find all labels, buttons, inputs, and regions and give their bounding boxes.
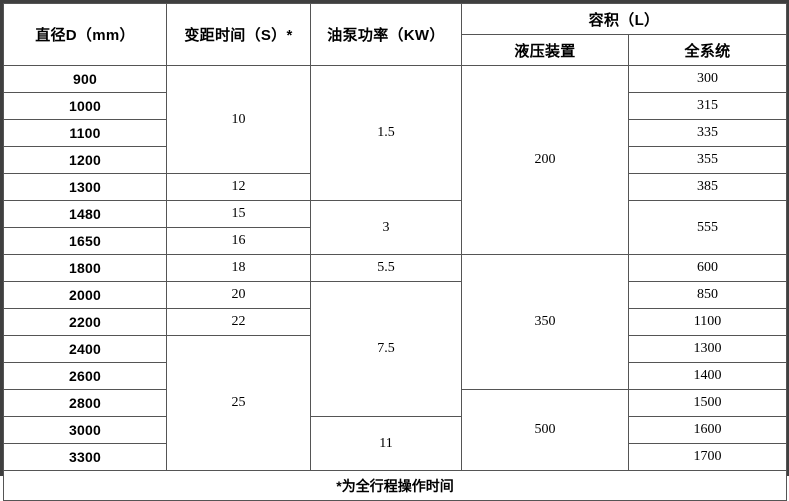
header-volume-group: 容积（L）: [460, 3, 788, 35]
cell-diameter: 1480: [3, 200, 167, 228]
cell-diameter: 2600: [3, 362, 167, 390]
header-diameter: 直径D（mm）: [3, 3, 167, 66]
specification-table: 直径D（mm） 变距时间（S）* 油泵功率（KW） 容积（L） 液压装置 全系统…: [2, 3, 788, 501]
cell-volume-system: 315: [627, 92, 788, 120]
table-row: 2000 20 7.5 850: [3, 281, 788, 417]
header-shift-time: 变距时间（S）*: [166, 3, 311, 66]
cell-shift-time: 12: [166, 173, 311, 201]
cell-pump-power: 7.5: [310, 281, 462, 417]
header-pump-power: 油泵功率（KW）: [310, 3, 462, 66]
cell-diameter: 1300: [3, 173, 167, 201]
cell-volume-system: 1600: [627, 416, 788, 444]
table-row: 3000 11 1600: [3, 416, 788, 471]
cell-shift-time: 25: [166, 335, 311, 471]
cell-pump-power: 5.5: [310, 254, 462, 282]
cell-volume-system: 300: [627, 65, 788, 93]
cell-diameter: 2000: [3, 281, 167, 309]
cell-volume-system: 1300: [627, 335, 788, 363]
cell-volume-system: 1400: [627, 362, 788, 390]
table-row: 2400 25 1300: [3, 335, 788, 471]
cell-shift-time: 10: [166, 65, 311, 174]
cell-volume-hydraulic: 500: [461, 389, 629, 471]
table-row: 2200 22 1100: [3, 308, 788, 336]
table-row: 1300 12 385: [3, 173, 788, 201]
table-body: 900 10 1.5 200 300 1000 315 1100 335 1200 355 1300 1…: [2, 65, 788, 501]
table-footnote: *为全行程操作时间: [2, 470, 788, 501]
cell-pump-power: 11: [310, 416, 462, 471]
table-header: 直径D（mm） 变距时间（S）* 油泵功率（KW） 容积（L） 液压装置 全系统: [3, 3, 788, 66]
cell-diameter: 2800: [3, 389, 167, 417]
cell-pump-power: 1.5: [310, 65, 462, 201]
header-volume-system: 全系统: [627, 34, 788, 66]
cell-volume-system: 850: [627, 281, 788, 309]
cell-volume-hydraulic: 200: [461, 65, 629, 255]
table-row: 1000 315: [3, 92, 788, 120]
cell-volume-system: 1100: [627, 308, 788, 336]
cell-diameter: 3000: [3, 416, 167, 444]
cell-volume-system: 355: [627, 146, 788, 174]
table-row: 1480 15 3 555: [3, 200, 788, 255]
cell-pump-power: 3: [310, 200, 462, 255]
cell-diameter: 3300: [3, 443, 167, 471]
table-row: 3300 1700: [3, 443, 788, 471]
cell-diameter: 2400: [3, 335, 167, 363]
cell-shift-time: 15: [166, 200, 311, 228]
table-row: 2800 500 1500: [3, 389, 788, 471]
cell-diameter: 1200: [3, 146, 167, 174]
table-row: 900 10 1.5 200 300: [3, 65, 788, 255]
cell-volume-system: 1500: [627, 389, 788, 417]
cell-volume-system: 335: [627, 119, 788, 147]
cell-diameter: 1650: [3, 227, 167, 255]
cell-diameter: 1800: [3, 254, 167, 282]
table-row: 1200 355: [3, 146, 788, 174]
cell-diameter: 900: [3, 65, 167, 93]
cell-diameter: 2200: [3, 308, 167, 336]
cell-shift-time: 16: [166, 227, 311, 255]
cell-volume-system: 1700: [627, 443, 788, 471]
cell-diameter: 1100: [3, 119, 167, 147]
cell-volume-hydraulic: 350: [461, 254, 629, 390]
cell-shift-time: 18: [166, 254, 311, 282]
cell-shift-time: 20: [166, 281, 311, 309]
cell-shift-time: 22: [166, 308, 311, 336]
table-row: 2600 1400: [3, 362, 788, 390]
cell-volume-system: 600: [627, 254, 788, 282]
cell-diameter: 1000: [3, 92, 167, 120]
table-row: 1800 18 5.5 350 600: [3, 254, 788, 390]
header-volume-hydraulic: 液压装置: [461, 34, 629, 66]
footnote-row: *为全行程操作时间: [2, 470, 788, 501]
cell-volume-system: 385: [627, 173, 788, 201]
cell-volume-system: 555: [627, 200, 788, 255]
table-row: 1650 16: [3, 227, 787, 255]
